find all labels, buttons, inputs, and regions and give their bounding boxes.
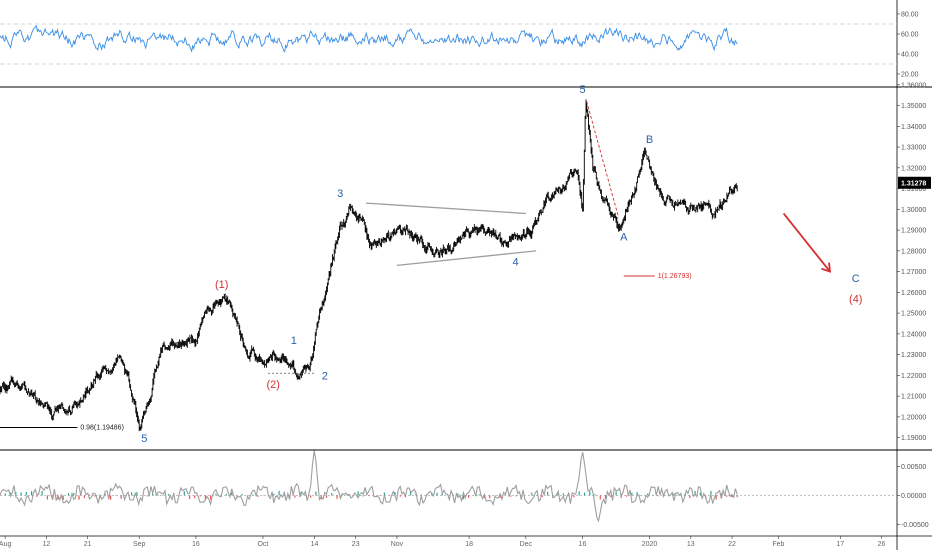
price-y-tick-label: 1.36000 [901,82,926,89]
wave-label: 5 [141,433,147,445]
x-tick-label: 26 [878,541,886,548]
price-y-tick-label: 1.28000 [901,248,926,255]
x-tick-label: 18 [465,541,473,548]
price-y-tick-label: 1.24000 [901,331,926,338]
wave-label: 3 [337,188,343,200]
rsi-y-tick-label: 40.00 [901,52,919,59]
wave-label: (1) [215,279,228,291]
wave-label: 2 [322,371,328,383]
wave-label: A [620,231,628,243]
osc-y-tick-label: 0.00000 [901,493,926,500]
x-tick-label: Feb [772,541,784,548]
osc-y-tick-label: -0.00500 [901,522,929,529]
annotations: 0.98(1.19486) 1(1.26793) 5 (1) (2) 1 2 3 4 5 A B C (4… [0,84,862,445]
x-tick-label: 21 [84,541,92,548]
price-y-tick-label: 1.34000 [901,124,926,131]
price-y-tick-label: 1.30000 [901,207,926,214]
price-y-tick-label: 1.25000 [901,311,926,318]
price-y-tick-label: 1.31000 [901,186,926,193]
price-y-tick-label: 1.22000 [901,373,926,380]
x-tick-label: 16 [579,541,587,548]
projection-arrow-head [821,262,832,273]
rsi-y-tick-label: 80.00 [901,12,919,19]
triangle-lower-line [396,250,537,267]
x-tick-label: 22 [728,541,736,548]
price-y-tick-label: 1.20000 [901,414,926,421]
x-tick-label: 23 [352,541,360,548]
price-y-tick-label: 1.29000 [901,228,926,235]
x-tick-label: 2020 [642,541,658,548]
x-tick-label: Sep [133,541,146,548]
x-tick-label: 14 [311,541,319,548]
x-tick-label: 13 [687,541,695,548]
x-tick-label: 17 [836,541,844,548]
price-bars [0,99,738,432]
x-axis: Aug 12 21 Sep 16 Oct 14 23 Nov 18 Dec 16 2020 13 22 Feb… [0,536,886,548]
osc-line [0,450,738,523]
price-y-tick-label: 1.23000 [901,352,926,359]
fib-level-label: 0.98(1.19486) [80,424,124,431]
wave-label: 4 [512,256,518,268]
rsi-y-tick-label: 60.00 [901,32,919,39]
price-y-tick-label: 1.27000 [901,269,926,276]
wave-label: B [646,134,653,146]
price-y-tick-label: 1.21000 [901,394,926,401]
x-tick-label: Nov [391,541,404,548]
fib-level-label: 1(1.26793) [658,273,692,280]
oscillator-panel [0,450,897,523]
x-tick-label: 16 [192,541,200,548]
x-tick-label: 12 [42,541,50,548]
y-axes: 80.00 60.00 40.00 20.00 1.36000 1.35000 1.3400… [897,12,931,529]
price-y-tick-label: 1.32000 [901,165,926,172]
last-price-label: 1.31278 [901,180,926,187]
price-y-tick-label: 1.33000 [901,145,926,152]
osc-y-tick-label: 0.00500 [901,464,926,471]
triangle-upper-line [365,202,526,215]
price-y-tick-label: 1.26000 [901,290,926,297]
x-tick-label: Dec [520,541,533,548]
rsi-y-tick-label: 20.00 [901,72,919,79]
price-y-tick-label: 1.35000 [901,103,926,110]
wave-label: C [852,273,860,285]
x-tick-label: Oct [257,541,268,548]
x-tick-label: Aug [0,541,11,548]
price-y-tick-label: 1.19000 [901,435,926,442]
last-price-tag [898,176,931,189]
projection-arrow [782,212,831,273]
decline-guide [586,101,620,218]
price-panel [0,99,738,432]
rsi-panel [0,23,897,65]
wave-label: 1 [291,335,297,347]
rsi-line [0,25,738,53]
wave-label: (2) [266,379,279,391]
wave-label: 5 [579,84,585,96]
wave-label: (4) [849,294,862,306]
